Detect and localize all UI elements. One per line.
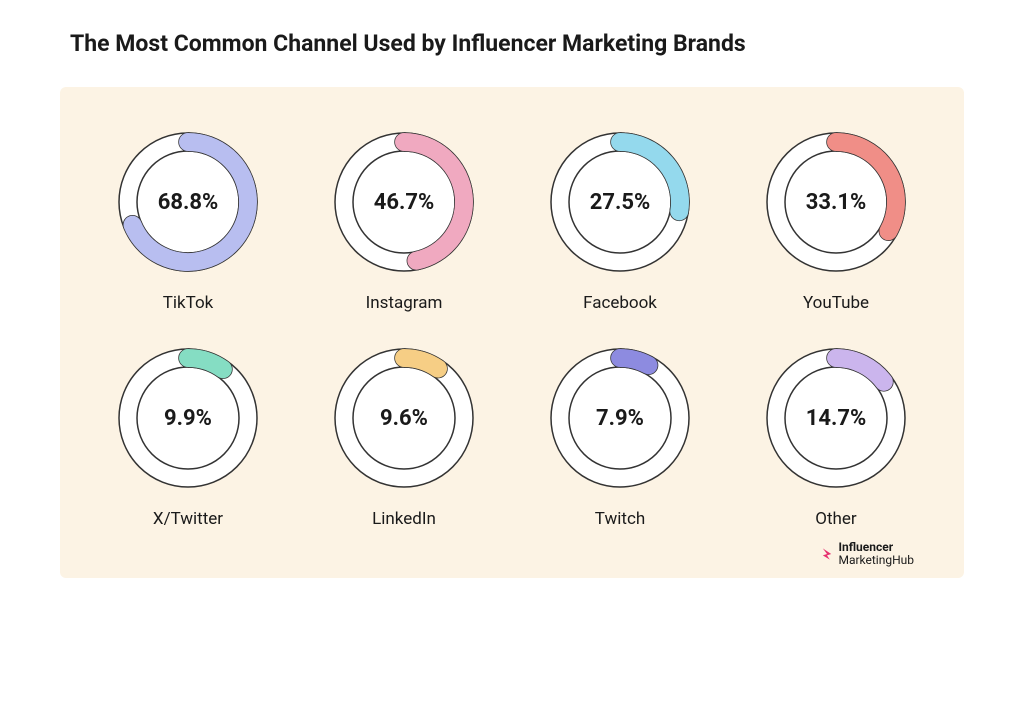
donut-label: Facebook — [583, 293, 657, 313]
brand-mark-icon — [820, 547, 834, 561]
donut: 46.7% — [329, 127, 479, 277]
donut-cell: 9.9% X/Twitter — [113, 343, 263, 529]
donut-label: LinkedIn — [372, 509, 436, 529]
donut: 68.8% — [113, 127, 263, 277]
donut-cell: 14.7% Other — [761, 343, 911, 529]
donut-label: Other — [815, 509, 856, 529]
donut-value: 46.7% — [329, 127, 479, 277]
donut-cell: 7.9% Twitch — [545, 343, 695, 529]
page: The Most Common Channel Used by Influenc… — [0, 0, 1024, 701]
donut-value: 27.5% — [545, 127, 695, 277]
brand-text: Influencer MarketingHub — [838, 541, 914, 566]
chart-panel: 68.8% TikTok 46.7% Instagram 27.5% Facebook 33… — [60, 87, 964, 578]
donut-value: 9.9% — [113, 343, 263, 493]
donut-value: 68.8% — [113, 127, 263, 277]
donut: 27.5% — [545, 127, 695, 277]
brand-line2: MarketingHub — [838, 553, 914, 567]
donut-cell: 33.1% YouTube — [761, 127, 911, 313]
donut-label: Twitch — [595, 509, 645, 529]
donut: 33.1% — [761, 127, 911, 277]
donut-cell: 27.5% Facebook — [545, 127, 695, 313]
brand-attribution: Influencer MarketingHub — [100, 541, 914, 566]
donut-label: TikTok — [163, 293, 214, 313]
donut-value: 14.7% — [761, 343, 911, 493]
donut-cell: 46.7% Instagram — [329, 127, 479, 313]
donut-grid: 68.8% TikTok 46.7% Instagram 27.5% Facebook 33… — [100, 127, 924, 529]
donut-value: 7.9% — [545, 343, 695, 493]
donut: 9.6% — [329, 343, 479, 493]
donut-label: Instagram — [366, 293, 443, 313]
page-title: The Most Common Channel Used by Influenc… — [70, 30, 964, 57]
donut: 7.9% — [545, 343, 695, 493]
donut-cell: 9.6% LinkedIn — [329, 343, 479, 529]
donut: 9.9% — [113, 343, 263, 493]
donut-value: 33.1% — [761, 127, 911, 277]
donut-label: X/Twitter — [153, 509, 223, 529]
donut-label: YouTube — [803, 293, 869, 313]
donut: 14.7% — [761, 343, 911, 493]
donut-cell: 68.8% TikTok — [113, 127, 263, 313]
donut-value: 9.6% — [329, 343, 479, 493]
